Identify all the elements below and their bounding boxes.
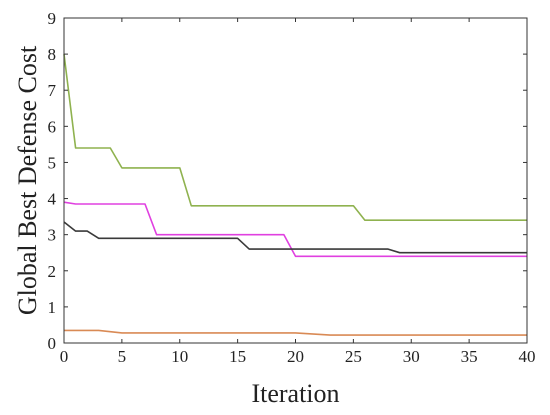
y-tick-label: 7 [48, 81, 57, 100]
y-tick-label: 5 [48, 153, 57, 172]
y-tick-label: 8 [48, 45, 57, 64]
y-axis-title: Global Best Defense Cost [13, 45, 42, 315]
y-tick-label: 1 [48, 298, 57, 317]
x-axis-title: Iteration [251, 379, 339, 408]
y-tick-label: 6 [48, 117, 57, 136]
x-tick-label: 20 [287, 347, 304, 366]
x-axis-ticks: 0 5 10 15 20 25 30 35 40 [60, 18, 536, 366]
x-tick-label: 25 [345, 347, 362, 366]
x-tick-label: 10 [171, 347, 188, 366]
series-line-4 [64, 329, 527, 336]
y-tick-label: 2 [48, 262, 57, 281]
y-tick-label: 0 [48, 334, 57, 353]
x-tick-label: 30 [403, 347, 420, 366]
x-tick-label: 35 [461, 347, 478, 366]
x-tick-label: 40 [519, 347, 536, 366]
series-line-2 [63, 201, 527, 258]
x-tick-label: 5 [118, 347, 127, 366]
y-axis-ticks: 0 1 2 3 4 5 6 7 8 9 [48, 9, 527, 353]
y-tick-label: 3 [48, 226, 57, 245]
y-tick-label: 9 [48, 9, 57, 28]
y-tick-label: 4 [48, 190, 57, 209]
x-tick-label: 15 [229, 347, 246, 366]
series-line-1 [63, 54, 527, 221]
series-line-3 [63, 221, 527, 254]
plot-frame [63, 17, 528, 344]
x-tick-label: 0 [60, 347, 69, 366]
series-layer [63, 54, 527, 336]
